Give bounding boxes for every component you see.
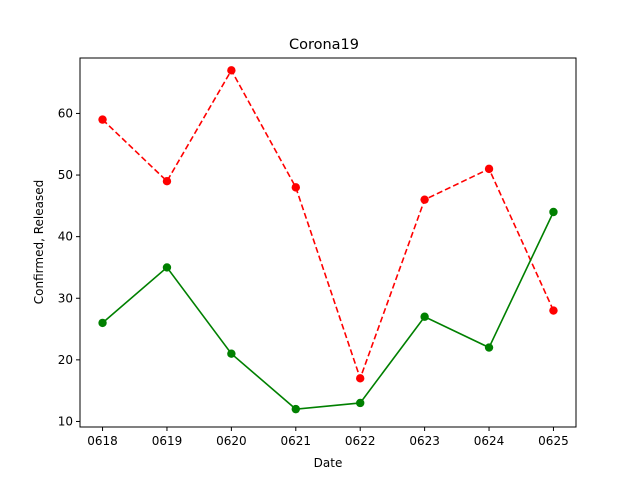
- y-tick-label: 50: [58, 168, 73, 182]
- y-tick-label: 60: [58, 106, 73, 120]
- x-tick-label: 0618: [87, 434, 118, 448]
- data-point-1: [484, 343, 494, 352]
- y-tick-label: 30: [58, 291, 73, 305]
- data-point-1: [291, 404, 300, 414]
- data-point-1: [549, 207, 558, 217]
- x-tick-label: 0625: [538, 434, 569, 448]
- series-line-1: [102, 211, 555, 410]
- data-point-1: [420, 312, 429, 321]
- data-point-0: [98, 115, 107, 124]
- data-point-0: [291, 183, 300, 192]
- x-tick-label: 0623: [409, 434, 440, 448]
- y-axis-label: Confirmed, Released: [32, 180, 46, 304]
- chart-title: Corona19: [289, 37, 359, 53]
- data-point-1: [227, 349, 236, 358]
- x-tick-label: 0624: [474, 434, 505, 448]
- y-tick-label: 10: [58, 414, 73, 428]
- data-point-0: [549, 306, 558, 315]
- data-point-1: [162, 263, 172, 272]
- data-point-0: [356, 374, 365, 383]
- data-point-1: [356, 398, 365, 408]
- series-line-0: [101, 68, 555, 381]
- plot-area: 0618 0619 0620 0621 0622 0623 0624 0625 10 20 30 40…: [58, 57, 577, 448]
- x-axis-label: Date: [314, 456, 343, 470]
- y-tick-label: 40: [58, 230, 73, 244]
- axes-frame: [79, 57, 577, 428]
- x-tick-label: 0622: [345, 434, 376, 448]
- x-tick-label: 0619: [152, 434, 183, 448]
- data-point-1: [98, 318, 107, 328]
- y-tick-label: 20: [58, 353, 73, 367]
- data-point-0: [227, 66, 236, 75]
- data-point-0: [162, 177, 172, 186]
- x-tick-label: 0621: [281, 434, 312, 448]
- x-tick-label: 0620: [216, 434, 247, 448]
- data-point-0: [484, 164, 494, 174]
- data-point-0: [420, 195, 429, 204]
